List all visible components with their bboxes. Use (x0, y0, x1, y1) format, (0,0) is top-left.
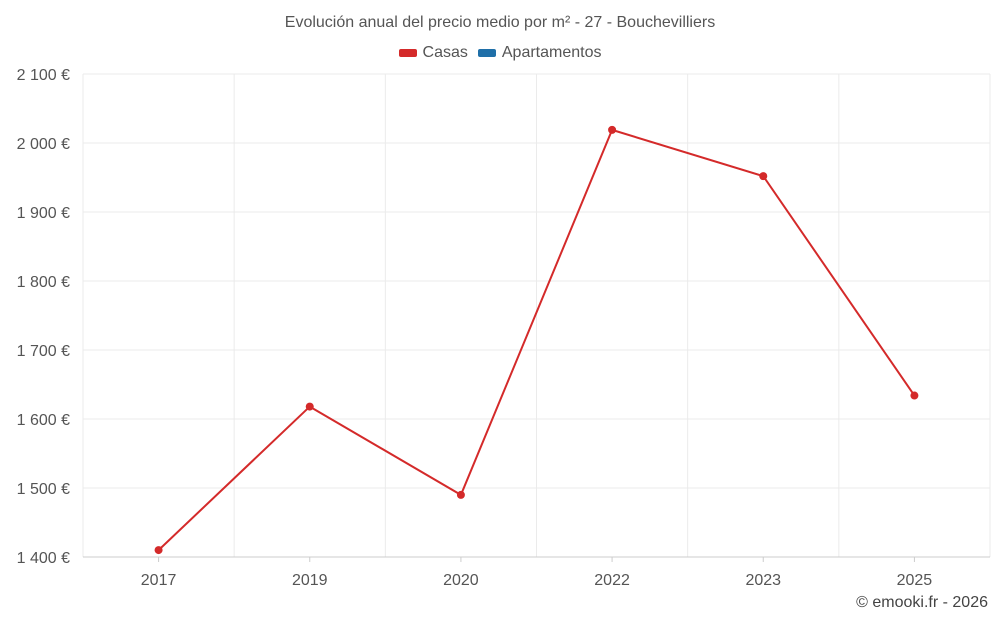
data-point (154, 546, 163, 555)
y-tick-label: 1 900 € (17, 205, 70, 222)
y-tick-label: 1 600 € (17, 412, 70, 429)
data-point (759, 172, 768, 181)
x-tick-label: 2017 (141, 572, 177, 589)
y-tick-label: 2 000 € (17, 136, 70, 153)
legend-item-apartamentos[interactable]: Apartamentos (477, 44, 602, 62)
x-tick-label: 2025 (897, 572, 933, 589)
x-tick-label: 2020 (443, 572, 479, 589)
data-point (910, 391, 919, 400)
legend-swatch-apartamentos (477, 49, 496, 57)
y-tick-label: 1 500 € (17, 481, 70, 498)
data-point (608, 125, 617, 134)
legend-label-apartamentos: Apartamentos (501, 44, 602, 61)
x-tick-label: 2022 (594, 572, 630, 589)
chart-title: Evolución anual del precio medio por m² … (284, 14, 716, 31)
credit-text: © emooki.fr - 2026 (856, 594, 988, 611)
chart-legend: Casas Apartamentos (0, 44, 1000, 62)
x-tick-label: 2019 (292, 572, 328, 589)
data-point (305, 402, 314, 411)
y-tick-label: 1 700 € (17, 343, 70, 360)
x-tick-label: 2023 (745, 572, 781, 589)
y-tick-label: 1 400 € (17, 550, 70, 567)
y-tick-label: 2 100 € (17, 67, 70, 84)
data-point (456, 490, 465, 499)
legend-item-casas[interactable]: Casas (398, 44, 468, 62)
legend-swatch-casas (398, 49, 417, 57)
series-line-casas (157, 128, 916, 551)
y-tick-label: 1 800 € (17, 274, 70, 291)
legend-label-casas: Casas (422, 44, 468, 61)
